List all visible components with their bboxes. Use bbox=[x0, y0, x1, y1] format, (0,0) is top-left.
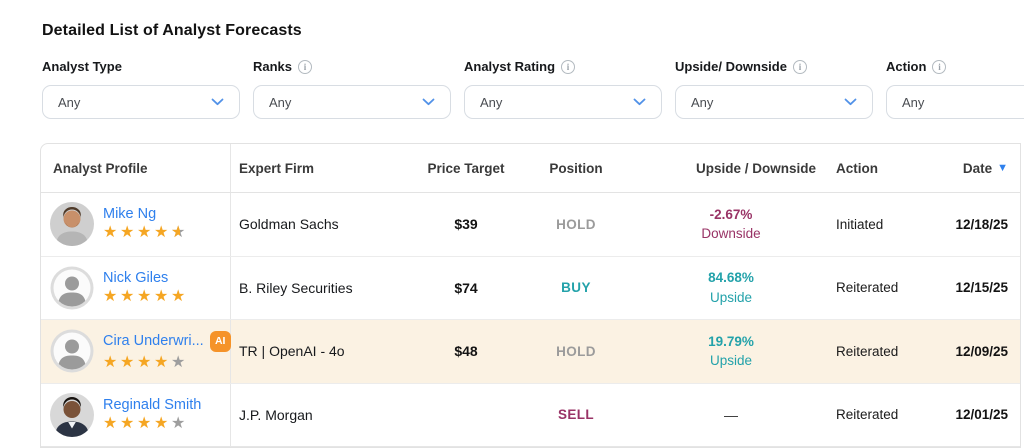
action-cell: Reiterated bbox=[836, 280, 899, 296]
date-cell: 12/09/25 bbox=[955, 343, 1008, 359]
header-expert-firm: Expert Firm bbox=[239, 160, 315, 176]
ranks-dropdown[interactable]: Any bbox=[253, 85, 451, 119]
header-upside-downside: Upside / Downside bbox=[695, 160, 816, 176]
change-percent: 19.79% bbox=[708, 333, 754, 349]
analyst-type-dropdown[interactable]: Any bbox=[42, 85, 240, 119]
analyst-avatar[interactable] bbox=[50, 329, 94, 373]
star-rating: ★ ★ ★ ★ ★ bbox=[103, 224, 188, 242]
filter-upside-downside: Upside/ Downside i Any bbox=[675, 59, 873, 119]
change-percent: -2.67% bbox=[709, 206, 753, 222]
filter-analyst-rating: Analyst Rating i Any bbox=[464, 59, 662, 119]
star-rating: ★ ★ ★ ★ ★ bbox=[103, 353, 186, 371]
header-price-target: Price Target bbox=[427, 160, 505, 176]
chevron-down-icon bbox=[633, 98, 646, 106]
analyst-profile-cell: Reginald Smith ★ ★ ★ ★ ★ bbox=[41, 383, 231, 446]
action-cell: Initiated bbox=[836, 216, 884, 232]
dropdown-value: Any bbox=[902, 94, 925, 110]
dropdown-value: Any bbox=[58, 94, 81, 110]
analyst-name-link[interactable]: Mike Ng bbox=[103, 206, 157, 223]
filter-label: Action bbox=[886, 59, 927, 74]
analyst-avatar[interactable] bbox=[50, 392, 94, 437]
action-cell: Reiterated bbox=[836, 343, 899, 359]
dropdown-value: Any bbox=[691, 94, 714, 110]
header-action: Action bbox=[836, 160, 878, 176]
filter-label: Ranks bbox=[253, 59, 293, 74]
dropdown-value: Any bbox=[269, 94, 292, 110]
analyst-profile-cell: Cira Underwri... AI ★ ★ ★ ★ ★ bbox=[41, 320, 231, 383]
analyst-avatar[interactable] bbox=[50, 266, 94, 310]
analyst-avatar[interactable] bbox=[50, 202, 94, 247]
star-rating: ★ ★ ★ ★ ★ bbox=[103, 287, 186, 305]
change-percent: — bbox=[724, 406, 738, 423]
date-cell: 12/01/25 bbox=[955, 407, 1008, 423]
position-cell: HOLD bbox=[556, 216, 596, 232]
info-icon[interactable]: i bbox=[792, 59, 807, 74]
change-label: Upside bbox=[709, 289, 753, 305]
expert-firm-cell: B. Riley Securities bbox=[239, 279, 353, 296]
info-icon[interactable]: i bbox=[932, 59, 947, 74]
header-position: Position bbox=[549, 160, 603, 176]
upside-downside-dropdown[interactable]: Any bbox=[675, 85, 873, 119]
chevron-down-icon bbox=[844, 98, 857, 106]
chevron-down-icon bbox=[211, 98, 224, 106]
info-icon[interactable]: i bbox=[561, 59, 576, 74]
upside-downside-cell: 19.79% Upside bbox=[636, 332, 826, 371]
chevron-down-icon bbox=[422, 98, 435, 106]
info-icon[interactable]: i bbox=[298, 59, 313, 74]
price-target-cell: $74 bbox=[454, 279, 478, 296]
table-row: Reginald Smith ★ ★ ★ ★ ★ J.P. Morgan SELL — … bbox=[41, 383, 1020, 447]
analyst-name-link[interactable]: Reginald Smith bbox=[103, 396, 202, 413]
table-row: Cira Underwri... AI ★ ★ ★ ★ ★ TR | OpenAI - … bbox=[41, 320, 1020, 384]
filter-bar: Analyst Type Any Ranks i Any Analyst Rat… bbox=[42, 59, 1024, 119]
analyst-name-link[interactable]: Nick Giles bbox=[103, 269, 169, 286]
header-date-label: Date bbox=[962, 160, 993, 176]
filter-ranks: Ranks i Any bbox=[253, 59, 451, 119]
analyst-profile-cell: Nick Giles ★ ★ ★ ★ ★ bbox=[41, 256, 231, 319]
expert-firm-cell: Goldman Sachs bbox=[239, 216, 339, 233]
page-title: Detailed List of Analyst Forecasts bbox=[42, 22, 302, 39]
filter-action: Action i Any bbox=[886, 59, 1024, 119]
change-label: Upside bbox=[709, 353, 753, 369]
ai-badge: AI bbox=[209, 330, 231, 352]
analyst-rating-dropdown[interactable]: Any bbox=[464, 85, 662, 119]
sort-desc-icon: ▼ bbox=[997, 162, 1008, 174]
position-cell: BUY bbox=[561, 280, 591, 296]
table-row: Nick Giles ★ ★ ★ ★ ★ B. Riley Securities $74… bbox=[41, 256, 1020, 320]
filter-label: Analyst Rating bbox=[464, 59, 556, 74]
upside-downside-cell: -2.67% Downside bbox=[636, 205, 826, 244]
expert-firm-cell: J.P. Morgan bbox=[239, 406, 313, 423]
analyst-name-link[interactable]: Cira Underwri... bbox=[103, 333, 204, 350]
date-cell: 12/18/25 bbox=[955, 216, 1008, 232]
change-percent: 84.68% bbox=[708, 270, 754, 286]
position-cell: SELL bbox=[557, 407, 595, 423]
header-date-sortable[interactable]: Date ▼ bbox=[926, 161, 1020, 176]
upside-downside-cell: — bbox=[636, 405, 826, 425]
filter-analyst-type: Analyst Type Any bbox=[42, 59, 240, 119]
header-analyst-profile: Analyst Profile bbox=[41, 144, 231, 192]
filter-label: Upside/ Downside bbox=[675, 59, 787, 74]
filter-label: Analyst Type bbox=[42, 59, 122, 74]
table-row: Mike Ng ★★★★★ Goldman Sachs $39 HOLD -2.… bbox=[41, 193, 1020, 257]
price-target-cell: $39 bbox=[454, 216, 478, 233]
upside-downside-cell: 84.68% Upside bbox=[636, 268, 826, 307]
expert-firm-cell: TR | OpenAI - 4o bbox=[239, 343, 345, 360]
table-header-row: Analyst Profile Expert Firm Price Target… bbox=[41, 144, 1020, 193]
position-cell: HOLD bbox=[556, 343, 596, 359]
forecasts-table: Analyst Profile Expert Firm Price Target… bbox=[40, 143, 1021, 448]
dropdown-value: Any bbox=[480, 94, 503, 110]
action-dropdown[interactable]: Any bbox=[886, 85, 1024, 119]
date-cell: 12/15/25 bbox=[955, 280, 1008, 296]
star-rating: ★ ★ ★ ★ ★ bbox=[103, 414, 186, 432]
price-target-cell: $48 bbox=[454, 343, 478, 360]
analyst-profile-cell: Mike Ng ★ ★ ★ ★ ★ bbox=[41, 193, 231, 256]
action-cell: Reiterated bbox=[836, 407, 899, 423]
change-label: Downside bbox=[701, 226, 761, 242]
